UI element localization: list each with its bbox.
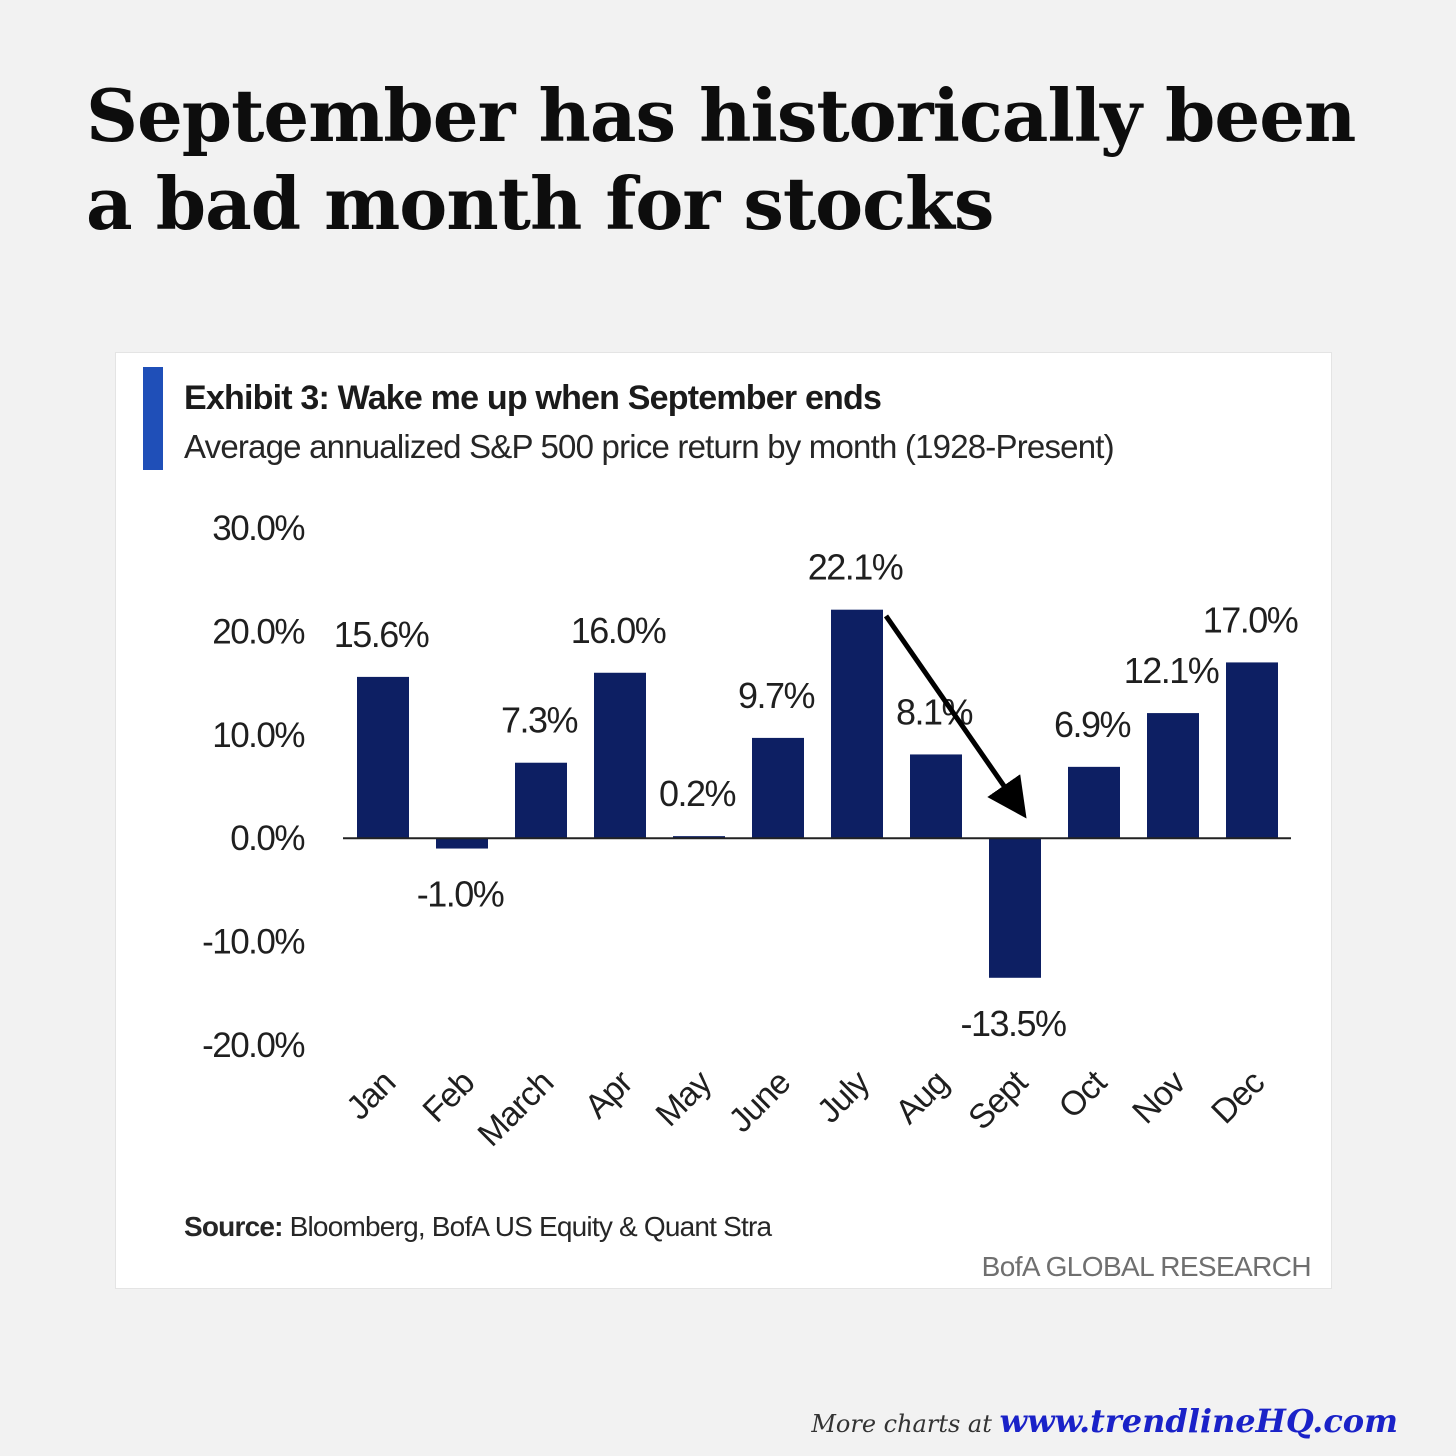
value-label: 9.7%: [738, 675, 815, 716]
bar-apr: [594, 672, 646, 839]
y-tick-label: 20.0%: [212, 612, 304, 651]
x-tick-label: Apr: [577, 1063, 640, 1126]
bar-may: [673, 836, 725, 839]
brand-label: BofA GLOBAL RESEARCH: [981, 1251, 1312, 1282]
bar-july: [831, 609, 883, 839]
footer: More charts at www.trendlineHQ.com: [811, 1402, 1398, 1440]
y-tick-label: -10.0%: [202, 923, 304, 962]
x-tick-label: July: [810, 1063, 878, 1131]
bar-chart: 30.0% 20.0% 10.0% 0.0% -10.0% -20.0% 15.6% -1.…: [202, 509, 1299, 1154]
bar-jan: [357, 676, 409, 839]
annotation-arrow: [883, 614, 1027, 819]
x-tick-label: March: [471, 1064, 561, 1154]
value-label: 22.1%: [808, 547, 903, 588]
x-tick-label: Aug: [888, 1064, 956, 1132]
bar-feb: [436, 838, 488, 849]
value-label: 7.3%: [501, 700, 578, 741]
source-note: Source: Bloomberg, BofA US Equity & Quan…: [184, 1211, 772, 1243]
bar-dec: [1226, 662, 1278, 839]
bar-sept: [989, 838, 1041, 978]
x-tick-label: Sept: [961, 1063, 1036, 1138]
y-tick-label: -20.0%: [202, 1026, 304, 1065]
value-label: 12.1%: [1124, 650, 1219, 691]
bar-oct: [1068, 766, 1120, 839]
x-tick-label: Feb: [415, 1064, 481, 1130]
x-tick-label: Jan: [339, 1064, 403, 1128]
value-label: 6.9%: [1054, 704, 1131, 745]
chart-title: Exhibit 3: Wake me up when September end…: [184, 379, 882, 417]
x-tick-label: Oct: [1051, 1063, 1114, 1126]
chart-subtitle: Average annualized S&P 500 price return …: [184, 428, 1115, 465]
value-label: 17.0%: [1203, 599, 1298, 640]
x-tick-label: Nov: [1125, 1063, 1193, 1131]
x-tick-label: Dec: [1204, 1063, 1272, 1131]
y-tick-label: 10.0%: [212, 716, 304, 755]
bar-aug: [910, 754, 962, 839]
source-text: Bloomberg, BofA US Equity & Quant Stra: [282, 1211, 772, 1242]
source-label: Source:: [184, 1211, 283, 1242]
y-tick-label: 0.0%: [230, 819, 304, 858]
footer-prefix: More charts at: [811, 1410, 1000, 1438]
value-label: -13.5%: [960, 1003, 1066, 1044]
headline: September has historically been a bad mo…: [86, 73, 1356, 246]
accent-bar: [143, 367, 163, 470]
value-label: 0.2%: [659, 773, 736, 814]
value-label: 15.6%: [334, 614, 429, 655]
bar-nov: [1147, 713, 1199, 839]
x-tick-label: May: [648, 1063, 719, 1134]
chart-card: Exhibit 3: Wake me up when September end…: [115, 352, 1332, 1289]
value-label: 16.0%: [571, 610, 666, 651]
x-tick-label: June: [721, 1064, 797, 1140]
bar-june: [752, 737, 804, 839]
footer-link[interactable]: www.trendlineHQ.com: [999, 1402, 1398, 1440]
value-label: -1.0%: [417, 874, 504, 915]
bar-march: [515, 762, 567, 839]
y-tick-label: 30.0%: [212, 509, 304, 548]
